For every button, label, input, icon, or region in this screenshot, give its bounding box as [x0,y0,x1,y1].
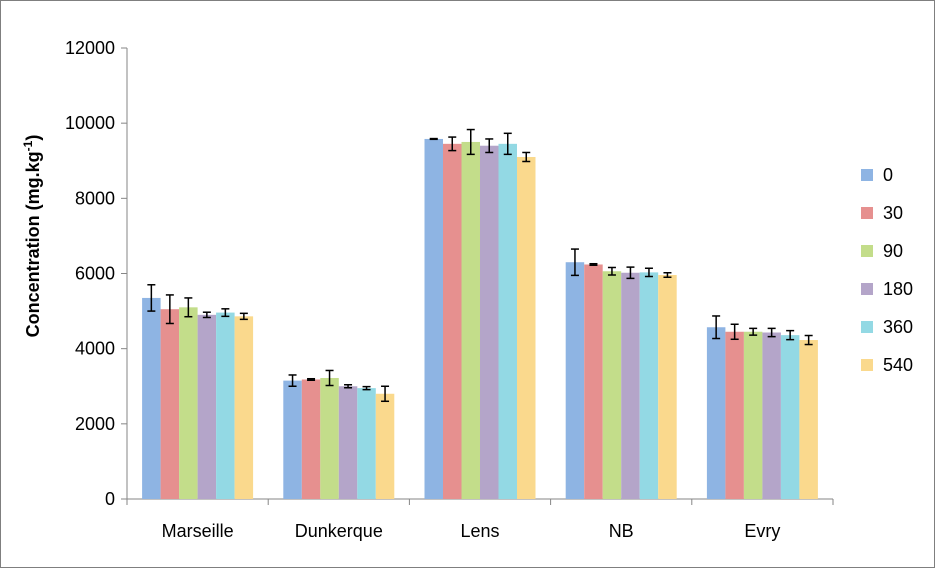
y-tick-label: 6000 [75,264,115,284]
x-tick-label: Evry [744,521,780,541]
bar [725,331,744,499]
y-tick-label: 12000 [65,38,115,58]
legend-label: 540 [883,355,913,375]
legend-swatch [861,245,873,257]
bar [780,335,800,499]
x-tick-label: Marseille [162,521,234,541]
bar [197,314,217,499]
y-tick-label: 2000 [75,414,115,434]
bar [762,332,781,499]
bar [743,331,763,499]
bar [142,297,161,499]
x-tick-label: NB [609,521,634,541]
y-tick-label: 10000 [65,113,115,133]
legend: 0 30 90 180 360 540 [861,165,913,375]
bar [517,156,536,499]
legend-label: 30 [883,203,903,223]
bar [283,380,302,499]
legend-swatch [861,207,873,219]
y-tick-label: 0 [105,489,115,509]
bar [799,340,818,499]
bar [357,388,376,499]
y-tick-label: 8000 [75,188,115,208]
bar [320,377,339,499]
bar [179,307,198,499]
bar [160,309,180,499]
bar [602,271,622,499]
bar [706,327,726,499]
bar [565,262,585,499]
bar [658,275,677,499]
bar [639,272,659,499]
y-axis-title-group: Concentration (mg.kg-1) [21,135,43,338]
bar [621,272,640,499]
y-axis-title: Concentration (mg.kg-1) [21,135,43,338]
legend-swatch [861,321,873,333]
legend-label: 360 [883,317,913,337]
y-axis-title-superscript: -1 [21,140,35,151]
bar [584,264,603,499]
y-axis-title-suffix: ) [23,135,43,141]
legend-swatch [861,169,873,181]
legend-swatch [861,359,873,371]
legend-label: 0 [883,165,893,185]
legend-label: 90 [883,241,903,261]
bar [443,143,462,499]
bar [216,312,235,499]
bar [461,141,480,500]
bar [480,145,499,499]
legend-swatch [861,283,873,295]
bar [234,316,254,499]
plot-area: 0 2000 4000 6000 8000 10000 12000 Marseille Dunk… [65,38,834,541]
bar [375,393,395,499]
y-axis-title-main: Concentration (mg.kg [23,151,43,337]
x-tick-label: Lens [460,521,499,541]
bar [424,138,443,499]
y-tick-label: 4000 [75,339,115,359]
bar [301,379,321,499]
bar [498,143,517,499]
legend-label: 180 [883,279,913,299]
x-tick-label: Dunkerque [295,521,383,541]
bar [338,386,358,499]
